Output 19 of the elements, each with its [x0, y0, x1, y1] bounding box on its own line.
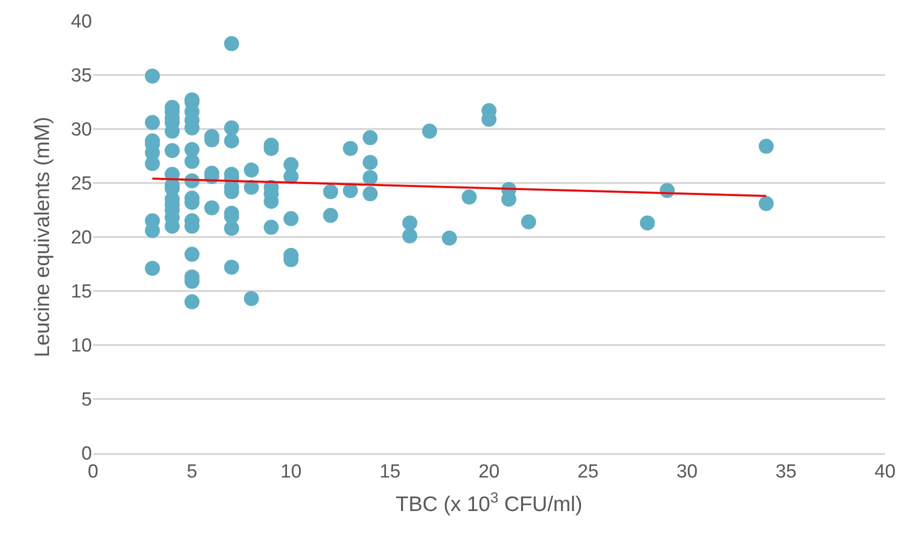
x-tick-label: 20 [478, 462, 500, 483]
y-tick-label: 30 [70, 120, 92, 141]
y-tick-label: 20 [70, 228, 92, 249]
y-tick-label: 40 [70, 12, 92, 33]
y-tick-label: 25 [70, 174, 92, 195]
x-tick-label: 35 [775, 462, 797, 483]
x-tick-label: 30 [676, 462, 698, 483]
y-tick-label: 5 [81, 390, 92, 411]
y-tick-label: 10 [70, 336, 92, 357]
x-tick-label: 10 [280, 462, 302, 483]
y-tick-label: 0 [81, 444, 92, 465]
y-axis-title: Leucine equivalents (mM) [31, 116, 54, 358]
x-tick-label: 40 [874, 462, 896, 483]
x-tick-label: 5 [186, 462, 198, 483]
x-tick-label: 25 [577, 462, 599, 483]
x-tick-label: 15 [379, 462, 401, 483]
x-axis-title: TBC (x 10$^{3}$ CFU/ml) [396, 490, 582, 516]
y-tick-label: 35 [70, 66, 92, 87]
y-tick-label: 15 [70, 282, 92, 303]
